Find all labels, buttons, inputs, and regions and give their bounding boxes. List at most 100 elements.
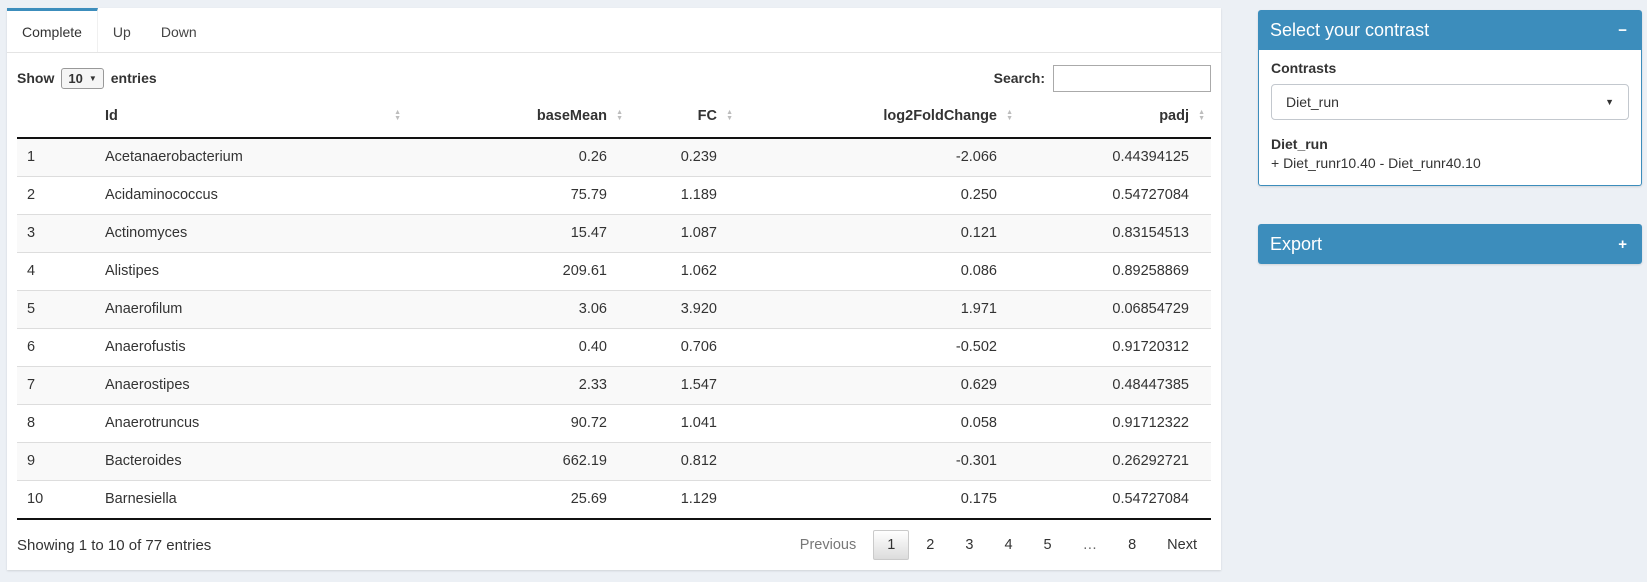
cell-index: 3 <box>17 214 95 253</box>
export-box-title: Export <box>1270 233 1323 254</box>
pagination-page-8[interactable]: 8 <box>1128 537 1137 553</box>
cell-Id: Acidaminococcus <box>95 176 407 215</box>
pagination: Previous 1 2 3 4 5 … 8 Next <box>783 530 1211 560</box>
cell-baseMean: 3.06 <box>407 290 629 329</box>
cell-padj: 0.26292721 <box>1019 442 1211 481</box>
cell-log2FoldChange: 0.629 <box>739 366 1019 405</box>
cell-log2FoldChange: 0.058 <box>739 404 1019 443</box>
cell-baseMean: 662.19 <box>407 442 629 481</box>
page-length-select[interactable]: 10 ▼ <box>61 67 104 89</box>
column-label: padj <box>1159 108 1189 124</box>
contrast-detail: Diet_run + Diet_runr10.40 - Diet_runr40.… <box>1271 136 1629 171</box>
column-header-padj[interactable]: padj ▲ ▼ <box>1019 95 1211 139</box>
table-row[interactable]: 6 Anaerofustis 0.40 0.706 -0.502 0.91720312 <box>17 328 1211 367</box>
search-input[interactable] <box>1053 64 1211 92</box>
table-row[interactable]: 7 Anaerostipes 2.33 1.547 0.629 0.48447385 <box>17 366 1211 405</box>
cell-padj: 0.89258869 <box>1019 252 1211 291</box>
cell-log2FoldChange: -0.301 <box>739 442 1019 481</box>
cell-index: 9 <box>17 442 95 481</box>
cell-baseMean: 209.61 <box>407 252 629 291</box>
cell-FC: 1.041 <box>629 404 739 443</box>
results-tabs: Complete Up Down <box>7 8 1221 53</box>
cell-FC: 1.087 <box>629 214 739 253</box>
cell-log2FoldChange: 0.250 <box>739 176 1019 215</box>
table-row[interactable]: 3 Actinomyces 15.47 1.087 0.121 0.83154513 <box>17 214 1211 253</box>
pagination-page-1[interactable]: 1 <box>873 530 910 560</box>
cell-padj: 0.06854729 <box>1019 290 1211 329</box>
cell-baseMean: 0.26 <box>578 149 607 165</box>
cell-baseMean: 75.79 <box>407 176 629 215</box>
export-box: Export + <box>1258 224 1642 264</box>
cell-log2FoldChange: 0.175 <box>739 480 1019 519</box>
cell-baseMean: 2.33 <box>407 366 629 405</box>
pagination-page-2[interactable]: 2 <box>926 537 935 553</box>
cell-FC: 0.239 <box>680 149 717 165</box>
tab-up[interactable]: Up <box>112 23 131 40</box>
cell-Id: Bacteroides <box>95 442 407 481</box>
pagination-next[interactable]: Next <box>1167 537 1197 553</box>
column-header-index <box>17 95 95 139</box>
cell-Id: Anaerofustis <box>95 328 407 367</box>
table-row[interactable]: 1 Acetanaerobacterium 0.26 0.239 -2.066 0.443… <box>17 138 1211 177</box>
column-header-FC[interactable]: FC ▲ ▼ <box>629 95 739 139</box>
contrast-box-body: Contrasts Diet_run ▼ Diet_run + Diet_run… <box>1258 50 1642 186</box>
cell-padj: 0.48447385 <box>1019 366 1211 405</box>
cell-log2FoldChange: -0.502 <box>739 328 1019 367</box>
entries-label: entries <box>110 70 157 86</box>
sort-icon: ▲ ▼ <box>616 109 623 122</box>
contrast-box-header[interactable]: Select your contrast − <box>1258 10 1642 50</box>
cell-Id: Actinomyces <box>95 214 407 253</box>
cell-FC: 1.189 <box>629 176 739 215</box>
export-box-header[interactable]: Export + <box>1258 224 1642 264</box>
cell-padj: 0.83154513 <box>1019 214 1211 253</box>
tab-down[interactable]: Down <box>160 23 197 40</box>
cell-index: 8 <box>17 404 95 443</box>
contrast-select[interactable]: Diet_run ▼ <box>1271 84 1629 120</box>
pagination-page-5[interactable]: 5 <box>1043 537 1052 553</box>
cell-FC: 3.920 <box>629 290 739 329</box>
table-row[interactable]: 4 Alistipes 209.61 1.062 0.086 0.89258869 <box>17 252 1211 291</box>
cell-Id: Barnesiella <box>95 480 407 519</box>
cell-FC: 1.547 <box>629 366 739 405</box>
contrast-box: Select your contrast − Contrasts Diet_ru… <box>1258 10 1642 186</box>
chevron-down-icon: ▼ <box>1605 97 1614 107</box>
table-row[interactable]: 10 Barnesiella 25.69 1.129 0.175 0.54727084 <box>17 480 1211 519</box>
cell-FC: 0.706 <box>629 328 739 367</box>
table-row[interactable]: 8 Anaerotruncus 90.72 1.041 0.058 0.91712322 <box>17 404 1211 443</box>
column-header-Id[interactable]: Id ▲ ▼ <box>95 95 407 139</box>
contrast-selected-value: Diet_run <box>1286 94 1339 110</box>
cell-padj: 0.54727084 <box>1019 176 1211 215</box>
cell-padj: 0.54727084 <box>1019 480 1211 519</box>
cell-log2FoldChange: 1.971 <box>739 290 1019 329</box>
cell-index: 10 <box>17 480 95 519</box>
cell-Id: Alistipes <box>95 252 407 291</box>
page-length-value: 10 <box>68 70 83 86</box>
column-header-baseMean[interactable]: baseMean ▲ ▼ <box>407 95 629 139</box>
pagination-previous[interactable]: Previous <box>799 537 857 553</box>
cell-FC: 1.062 <box>629 252 739 291</box>
column-label: baseMean <box>536 108 607 124</box>
cell-FC: 1.129 <box>629 480 739 519</box>
cell-log2FoldChange: 0.086 <box>739 252 1019 291</box>
cell-index: 5 <box>17 290 95 329</box>
pagination-page-3[interactable]: 3 <box>965 537 974 553</box>
column-header-log2FoldChange[interactable]: log2FoldChange ▲ ▼ <box>739 95 1019 139</box>
results-table: Id ▲ ▼ baseMean ▲ ▼ FC ▲ ▼ log2FoldChange ▲ ▼ padj ▲ ▼… <box>17 95 1211 520</box>
cell-padj: 0.91720312 <box>1019 328 1211 367</box>
contrasts-label: Contrasts <box>1271 60 1337 76</box>
sort-icon: ▲ ▼ <box>1198 109 1205 122</box>
sort-icon: ▲ ▼ <box>394 109 401 122</box>
cell-index: 4 <box>17 252 95 291</box>
table-row[interactable]: 9 Bacteroides 662.19 0.812 -0.301 0.26292721 <box>17 442 1211 481</box>
table-info: Showing 1 to 10 of 77 entries <box>17 536 212 554</box>
collapse-icon[interactable]: − <box>1618 21 1627 39</box>
tab-complete[interactable]: Complete <box>7 8 98 52</box>
table-row[interactable]: 5 Anaerofilum 3.06 3.920 1.971 0.06854729 <box>17 290 1211 329</box>
expand-icon[interactable]: + <box>1618 235 1627 253</box>
cell-baseMean: 90.72 <box>407 404 629 443</box>
cell-Id: Acetanaerobacterium <box>105 149 243 165</box>
pagination-ellipsis: … <box>1082 537 1098 553</box>
cell-padj: 0.91712322 <box>1019 404 1211 443</box>
table-row[interactable]: 2 Acidaminococcus 75.79 1.189 0.250 0.5472708… <box>17 176 1211 215</box>
pagination-page-4[interactable]: 4 <box>1004 537 1013 553</box>
